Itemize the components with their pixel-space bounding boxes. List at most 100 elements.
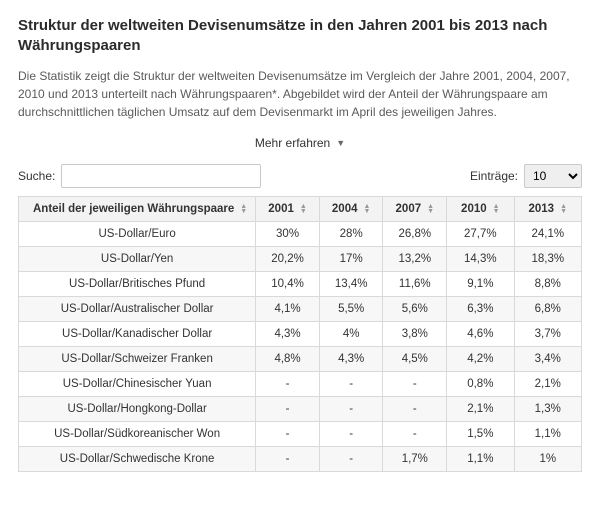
value-cell: 4,5% (383, 346, 447, 371)
search-label: Suche: (18, 169, 55, 183)
value-cell: 6,3% (447, 296, 514, 321)
value-cell: 4,6% (447, 321, 514, 346)
value-cell: 4,3% (256, 321, 320, 346)
data-table: Anteil der jeweiligen Währungspaare▲▼200… (18, 196, 582, 472)
value-cell: 1,3% (514, 396, 581, 421)
col-header-year[interactable]: 2007 ▲▼ (383, 196, 447, 221)
value-cell: 2,1% (514, 371, 581, 396)
value-cell: - (383, 396, 447, 421)
value-cell: - (319, 446, 383, 471)
value-cell: 4,1% (256, 296, 320, 321)
col-header-text: 2004 (332, 203, 358, 215)
value-cell: 1% (514, 446, 581, 471)
row-label-cell: US-Dollar/Schwedische Krone (19, 446, 256, 471)
value-cell: 28% (319, 221, 383, 246)
row-label-cell: US-Dollar/Chinesischer Yuan (19, 371, 256, 396)
col-header-year[interactable]: 2004 ▲▼ (319, 196, 383, 221)
more-label: Mehr erfahren (255, 136, 330, 150)
col-header-text: 2001 (268, 203, 294, 215)
value-cell: 1,7% (383, 446, 447, 471)
search-input[interactable] (61, 164, 261, 188)
row-label-cell: US-Dollar/Südkoreanischer Won (19, 421, 256, 446)
value-cell: 3,7% (514, 321, 581, 346)
table-head: Anteil der jeweiligen Währungspaare▲▼200… (19, 196, 582, 221)
table-row: US-Dollar/Schweizer Franken4,8%4,3%4,5%4… (19, 346, 582, 371)
row-label-cell: US-Dollar/Hongkong-Dollar (19, 396, 256, 421)
col-header-label[interactable]: Anteil der jeweiligen Währungspaare ▲▼ (19, 196, 256, 221)
more-button[interactable]: Mehr erfahren ▼ (255, 136, 345, 150)
sort-icon: ▲▼ (427, 204, 434, 214)
value-cell: - (256, 446, 320, 471)
col-header-text: Anteil der jeweiligen Währungspaare (33, 203, 234, 215)
value-cell: 9,1% (447, 271, 514, 296)
value-cell: 8,8% (514, 271, 581, 296)
value-cell: 2,1% (447, 396, 514, 421)
value-cell: 5,6% (383, 296, 447, 321)
sort-icon: ▲▼ (364, 204, 371, 214)
value-cell: 3,8% (383, 321, 447, 346)
row-label-cell: US-Dollar/Australischer Dollar (19, 296, 256, 321)
value-cell: 1,1% (514, 421, 581, 446)
value-cell: - (256, 371, 320, 396)
table-controls: Suche: Einträge: 10 (18, 164, 582, 188)
value-cell: - (256, 396, 320, 421)
value-cell: 13,4% (319, 271, 383, 296)
value-cell: 27,7% (447, 221, 514, 246)
value-cell: 0,8% (447, 371, 514, 396)
col-header-text: 2010 (461, 203, 487, 215)
table-row: US-Dollar/Schwedische Krone--1,7%1,1%1% (19, 446, 582, 471)
value-cell: - (319, 421, 383, 446)
col-header-year[interactable]: 2013 ▲▼ (514, 196, 581, 221)
value-cell: 10,4% (256, 271, 320, 296)
row-label-cell: US-Dollar/Euro (19, 221, 256, 246)
value-cell: - (256, 421, 320, 446)
value-cell: 13,2% (383, 246, 447, 271)
chevron-down-icon: ▼ (336, 138, 345, 148)
col-header-year[interactable]: 2010 ▲▼ (447, 196, 514, 221)
value-cell: 24,1% (514, 221, 581, 246)
value-cell: 4% (319, 321, 383, 346)
sort-icon: ▲▼ (493, 204, 500, 214)
description: Die Statistik zeigt die Struktur der wel… (18, 67, 582, 121)
table-row: US-Dollar/Südkoreanischer Won---1,5%1,1% (19, 421, 582, 446)
table-row: US-Dollar/Yen20,2%17%13,2%14,3%18,3% (19, 246, 582, 271)
value-cell: 11,6% (383, 271, 447, 296)
value-cell: 4,3% (319, 346, 383, 371)
col-header-text: 2013 (529, 203, 555, 215)
value-cell: 3,4% (514, 346, 581, 371)
sort-icon: ▲▼ (560, 204, 567, 214)
entries-select[interactable]: 10 (524, 164, 582, 188)
value-cell: - (319, 371, 383, 396)
table-row: US-Dollar/Kanadischer Dollar4,3%4%3,8%4,… (19, 321, 582, 346)
value-cell: - (319, 396, 383, 421)
sort-icon: ▲▼ (300, 204, 307, 214)
table-row: US-Dollar/Euro30%28%26,8%27,7%24,1% (19, 221, 582, 246)
value-cell: 4,2% (447, 346, 514, 371)
row-label-cell: US-Dollar/Kanadischer Dollar (19, 321, 256, 346)
table-row: US-Dollar/Hongkong-Dollar---2,1%1,3% (19, 396, 582, 421)
value-cell: 1,5% (447, 421, 514, 446)
col-header-year[interactable]: 2001 ▲▼ (256, 196, 320, 221)
value-cell: 6,8% (514, 296, 581, 321)
value-cell: 5,5% (319, 296, 383, 321)
table-row: US-Dollar/Australischer Dollar4,1%5,5%5,… (19, 296, 582, 321)
sort-icon: ▲▼ (240, 204, 247, 214)
value-cell: 1,1% (447, 446, 514, 471)
row-label-cell: US-Dollar/Yen (19, 246, 256, 271)
value-cell: - (383, 371, 447, 396)
page-title: Struktur der weltweiten Devisenumsätze i… (18, 16, 582, 57)
table-row: US-Dollar/Britisches Pfund10,4%13,4%11,6… (19, 271, 582, 296)
value-cell: 20,2% (256, 246, 320, 271)
value-cell: 4,8% (256, 346, 320, 371)
value-cell: - (383, 421, 447, 446)
value-cell: 18,3% (514, 246, 581, 271)
value-cell: 17% (319, 246, 383, 271)
row-label-cell: US-Dollar/Schweizer Franken (19, 346, 256, 371)
col-header-text: 2007 (396, 203, 422, 215)
value-cell: 30% (256, 221, 320, 246)
row-label-cell: US-Dollar/Britisches Pfund (19, 271, 256, 296)
table-row: US-Dollar/Chinesischer Yuan---0,8%2,1% (19, 371, 582, 396)
entries-label: Einträge: (470, 169, 518, 183)
value-cell: 26,8% (383, 221, 447, 246)
value-cell: 14,3% (447, 246, 514, 271)
